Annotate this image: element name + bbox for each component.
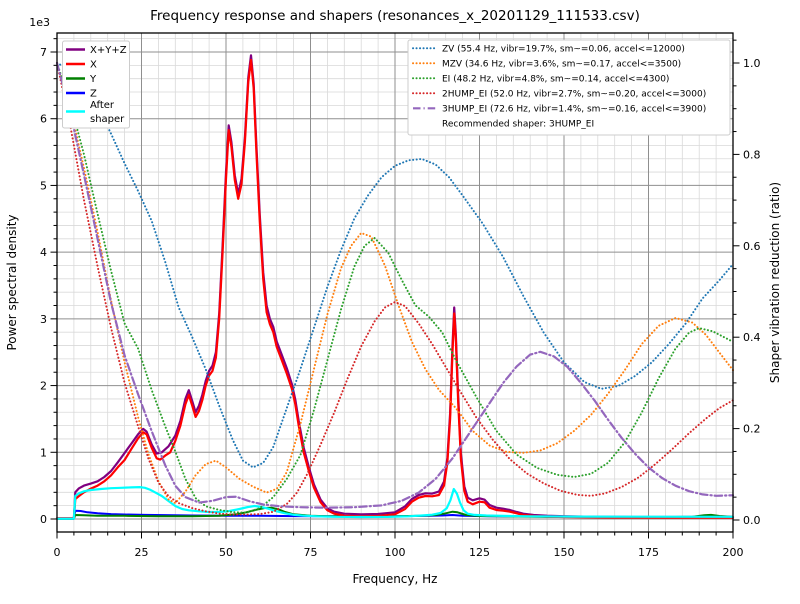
legend-shaper-label: 3HUMP_EI (72.6 Hz, vibr=1.4%, sm~=0.16, …: [442, 105, 706, 115]
y-left-offset-text: 1e3: [29, 16, 50, 29]
y-left-tick-label: 7: [40, 46, 47, 59]
legend-shapers-box: [407, 39, 731, 136]
y-left-tick-label: 4: [40, 246, 47, 259]
legend-psd-label: X: [90, 60, 97, 71]
legend-shapers: ZV (55.4 Hz, vibr=19.7%, sm~=0.06, accel…: [407, 39, 731, 136]
legend-psd-label: shaper: [90, 114, 125, 125]
y-left-tick-label: 0: [40, 513, 47, 526]
legend-shaper-label: MZV (34.6 Hz, vibr=3.6%, sm~=0.17, accel…: [442, 60, 681, 70]
series-ZV: [56, 62, 734, 469]
series-X: [55, 58, 735, 520]
legend-shaper-label: EI (48.2 Hz, vibr=4.8%, sm~=0.14, accel<…: [442, 75, 669, 85]
legend-psd-label: Z: [90, 89, 97, 100]
y-right-tick-label: 0.6: [743, 240, 761, 253]
series-2HUMP-EI: [56, 62, 734, 516]
legend-psd-label: Y: [89, 74, 97, 85]
y-left-tick-label: 6: [40, 113, 47, 126]
y-right-axis-label: Shaper vibration reduction (ratio): [768, 182, 782, 383]
ticks: [50, 38, 740, 539]
legend-recommendation: Recommended shaper: 3HUMP_EI: [442, 120, 594, 130]
y-right-tick-label: 1.0: [743, 57, 761, 70]
legend-psd-label: X+Y+Z: [90, 45, 127, 56]
y-right-tick-label: 0.2: [743, 423, 761, 436]
y-left-tick-label: 3: [40, 313, 47, 326]
x-tick-label: 200: [723, 546, 744, 559]
legend-shaper-label: ZV (55.4 Hz, vibr=19.7%, sm~=0.06, accel…: [442, 45, 685, 55]
y-left-tick-label: 5: [40, 179, 47, 192]
x-tick-label: 150: [554, 546, 575, 559]
y-left-tick-label: 2: [40, 380, 47, 393]
y-right-tick-label: 0.4: [743, 331, 761, 344]
x-axis-label: Frequency, Hz: [353, 572, 438, 586]
series-3HUMP-EI: [55, 61, 735, 509]
x-tick-label: 0: [54, 546, 61, 559]
x-tick-label: 25: [135, 546, 149, 559]
x-tick-label: 100: [385, 546, 406, 559]
series-After-shaper: [55, 486, 735, 520]
y-right-tick-label: 0.0: [743, 514, 761, 527]
series-X-Y-Z: [55, 54, 735, 520]
legend-shaper-label: 2HUMP_EI (52.0 Hz, vibr=2.7%, sm~=0.20, …: [442, 90, 706, 100]
y-left-axis-label: Power spectral density: [5, 214, 19, 350]
x-tick-label: 50: [219, 546, 233, 559]
x-tick-label: 75: [304, 546, 318, 559]
series-EI: [56, 62, 734, 514]
x-tick-label: 125: [469, 546, 490, 559]
y-right-tick-label: 0.8: [743, 148, 761, 161]
series-group: [55, 54, 735, 520]
y-left-tick-label: 1: [40, 446, 47, 459]
chart-title: Frequency response and shapers (resonanc…: [150, 8, 640, 24]
tick-labels: 0 25 50 75 100 125 150 175 200 0 1 2 3 4 5 6 7 0.0 0.2 0.4 0…: [40, 46, 761, 559]
legend-psd-label: After: [90, 100, 115, 111]
x-tick-label: 175: [638, 546, 659, 559]
